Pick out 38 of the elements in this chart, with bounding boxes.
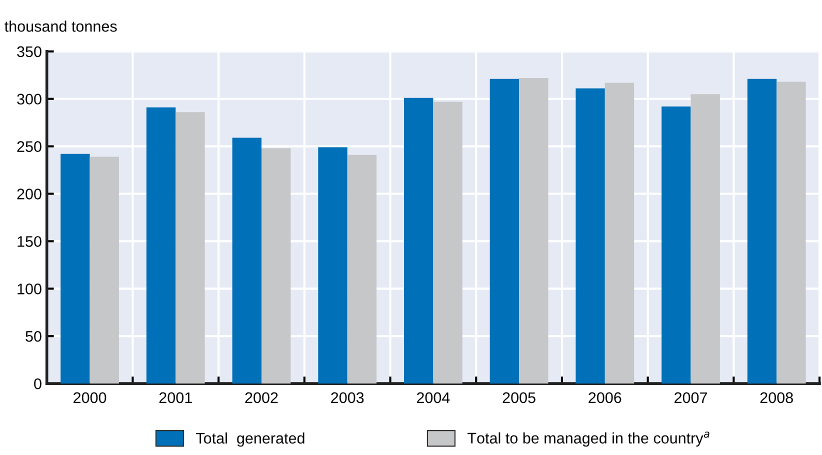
bar (176, 112, 205, 384)
bar (404, 98, 434, 384)
y-tick-label: 100 (18, 284, 42, 294)
bar (747, 78, 777, 384)
x-tick-label: 2002 (245, 392, 278, 404)
x-tick-label: 2003 (331, 392, 364, 404)
bar (662, 106, 691, 384)
bar (347, 154, 377, 384)
bar (261, 148, 291, 384)
bar (490, 78, 520, 384)
x-tick-label: 2001 (159, 392, 192, 404)
x-tick-label: 2004 (416, 392, 450, 404)
y-tick-label: 350 (17, 46, 42, 58)
bar (90, 156, 119, 384)
x-tick-label: 2006 (588, 392, 622, 404)
y-tick-label: 150 (18, 236, 42, 247)
bar (576, 88, 605, 384)
bar (690, 94, 720, 384)
bar (776, 82, 806, 384)
y-axis-title: thousand tonnes (4, 20, 117, 32)
y-tick-label: 300 (17, 94, 42, 105)
bar (146, 107, 176, 384)
legend-label: Total generated (196, 432, 304, 447)
y-tick-label: 0 (34, 378, 42, 390)
bar (433, 102, 462, 384)
y-tick-label: 50 (26, 330, 42, 342)
x-tick-label: 2005 (502, 392, 536, 404)
legend-label: Total to be managed in the country$^{a}$ (468, 432, 710, 447)
y-tick-label: 250 (17, 141, 42, 152)
x-tick-label: 2007 (674, 392, 707, 404)
y-tick-label: 200 (17, 188, 42, 200)
bar (604, 82, 634, 384)
bar (60, 154, 90, 384)
bar (519, 78, 548, 384)
x-tick-label: 2008 (760, 392, 793, 404)
bar (232, 138, 262, 384)
x-tick-label: 2000 (74, 392, 106, 404)
bar (318, 147, 348, 384)
